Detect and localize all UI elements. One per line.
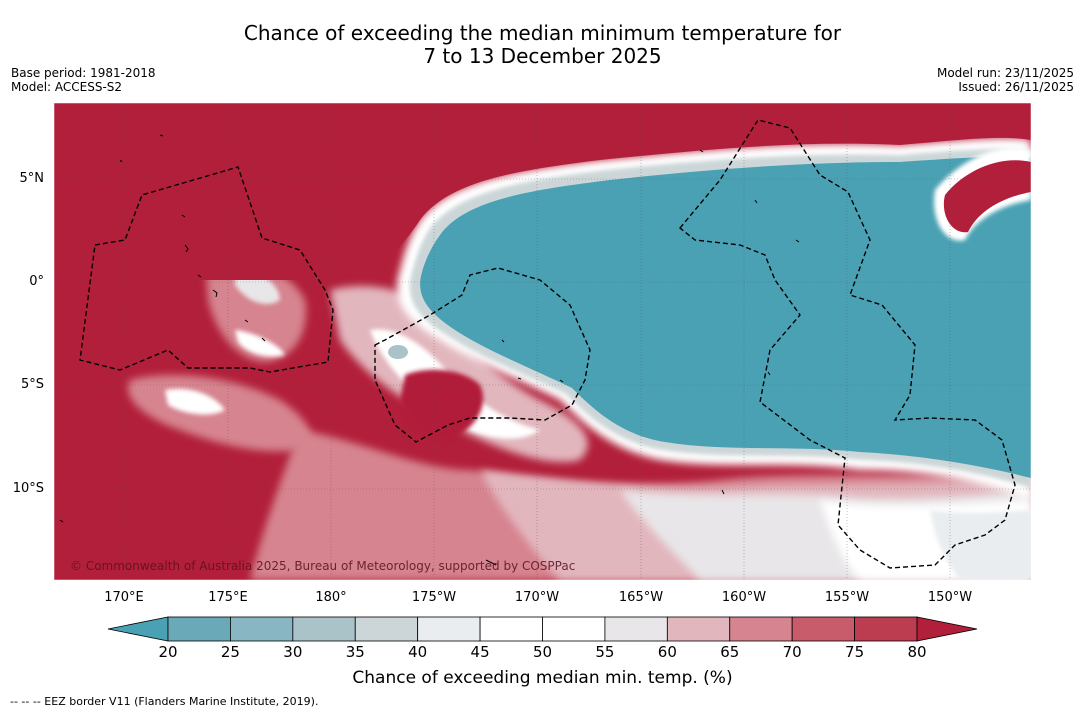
copyright-notice: © Commonwealth of Australia 2025, Bureau… [70, 559, 576, 573]
lon-label-170e: 170°E [104, 590, 144, 605]
colorbar-tick-40: 40 [408, 643, 428, 661]
zone-40-45 [930, 510, 1031, 580]
map-area [54, 103, 1031, 580]
colorbar-extend-low [107, 616, 169, 642]
ne-red-tongue [943, 160, 1031, 233]
colorbar-tick-35: 35 [345, 643, 365, 661]
meta-right: Model run: 23/11/2025 Issued: 26/11/2025 [937, 66, 1074, 94]
colorbar-tick-70: 70 [782, 643, 802, 661]
map-frame [53, 102, 1032, 581]
colorbar-extend-high [916, 616, 978, 642]
colorbar-segment-25-30 [230, 616, 294, 642]
colorbar-segment-50-55 [542, 616, 606, 642]
zone-above-80-north [54, 103, 1031, 280]
colorbar-tick-25: 25 [220, 643, 240, 661]
map-title: Chance of exceeding the median minimum t… [0, 22, 1085, 68]
eez-borders [79, 119, 1016, 569]
lat-label-5n: 5°N [19, 171, 45, 186]
lon-label-155w: 155°W [824, 590, 870, 605]
lat-label-5s: 5°S [20, 377, 44, 392]
eez-central [374, 267, 591, 443]
lon-label-150w: 150°W [927, 590, 973, 605]
colorbar-tick-30: 30 [283, 643, 303, 661]
colorbar-segment-35-40 [354, 616, 419, 642]
colorbar-segment-45-50 [479, 616, 543, 642]
issued-date: Issued: 26/11/2025 [958, 80, 1074, 94]
colorbar-segment-20-25 [167, 616, 231, 642]
central-red-blob [400, 369, 484, 440]
lon-label-175e: 175°E [208, 590, 248, 605]
colorbar-tick-75: 75 [845, 643, 865, 661]
title-line-2: 7 to 13 December 2025 [423, 44, 662, 68]
colorbar-tick-45: 45 [470, 643, 490, 661]
colorbar [107, 616, 978, 642]
small-blue-patch [388, 345, 408, 359]
eez-footnote: -- -- -- EEZ border V11 (Flanders Marine… [10, 695, 319, 708]
colorbar-segment-75-80 [854, 616, 918, 642]
colorbar-tick-60: 60 [657, 643, 677, 661]
colorbar-segment-60-65 [666, 616, 731, 642]
west-patch-b [205, 254, 306, 362]
colorbar-tick-20: 20 [158, 643, 178, 661]
colorbar-tick-65: 65 [720, 643, 740, 661]
model-name: Model: ACCESS-S2 [11, 80, 123, 94]
title-line-1: Chance of exceeding the median minimum t… [243, 21, 842, 45]
colorbar-tick-55: 55 [595, 643, 615, 661]
colorbar-label: Chance of exceeding median min. temp. (%… [352, 668, 733, 688]
colorbar-segment-30-35 [292, 616, 356, 642]
colorbar-tick-50: 50 [532, 643, 553, 661]
zone-below-20 [420, 156, 1031, 478]
lon-label-175w: 175°W [411, 590, 457, 605]
graticule [54, 103, 1031, 580]
lon-label-180: 180° [315, 590, 347, 605]
colorbar-segment-70-75 [791, 616, 855, 642]
lon-label-160w: 160°W [721, 590, 767, 605]
eez-east [679, 119, 1016, 569]
colorbar-segment-40-45 [417, 616, 481, 642]
colorbar-segment-55-60 [604, 616, 668, 642]
colorbar-segment-65-70 [729, 616, 793, 642]
base-period: Base period: 1981-2018 [11, 66, 156, 80]
model-run: Model run: 23/11/2025 [936, 66, 1074, 80]
colorbar-tick-80: 80 [907, 643, 927, 661]
west-patch-a-core [165, 388, 225, 415]
lon-label-170w: 170°W [514, 590, 560, 605]
meta-left: Base period: 1981-2018 Model: ACCESS-S2 [11, 66, 156, 94]
islands [59, 134, 800, 566]
lon-label-165w: 165°W [618, 590, 664, 605]
west-patch-b-core2 [235, 330, 285, 357]
lat-label-10s: 10°S [12, 481, 44, 496]
eez-west [79, 166, 334, 373]
lat-label-0: 0° [29, 274, 44, 289]
